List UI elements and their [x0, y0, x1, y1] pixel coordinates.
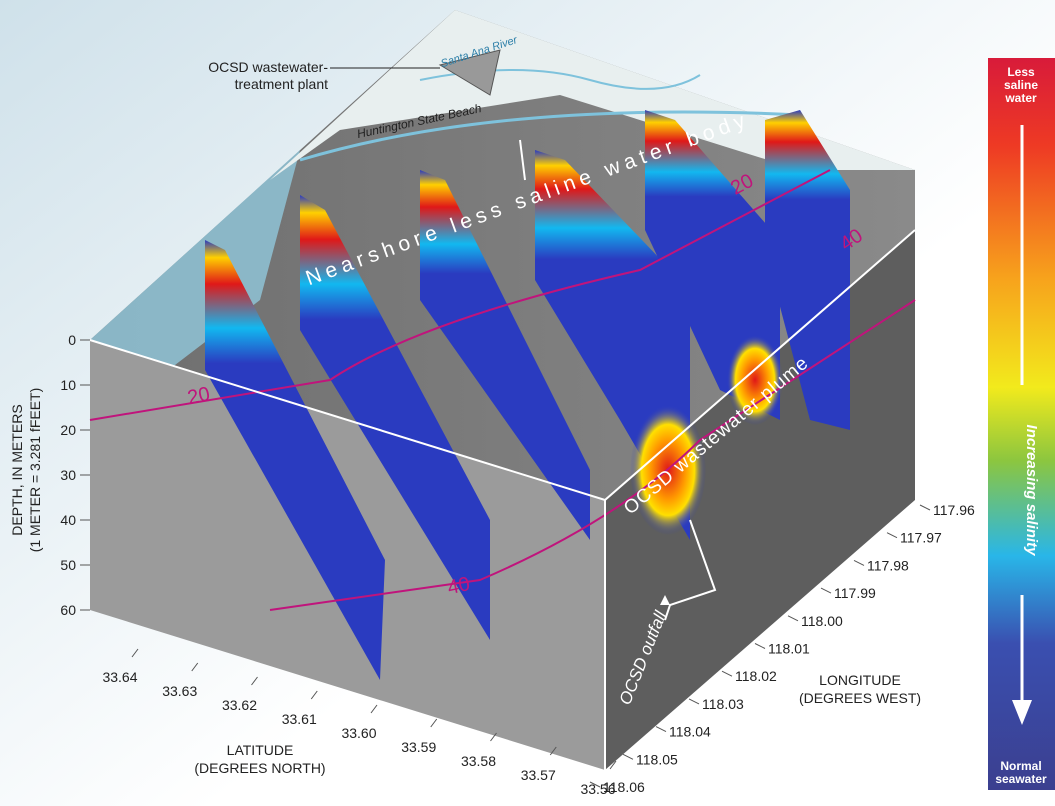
salinity-section: [420, 170, 590, 540]
tick: [688, 698, 700, 705]
tick-label: 33.64: [102, 669, 137, 685]
tick: [131, 648, 139, 658]
legend-label: seawater: [995, 772, 1047, 786]
axis-title: (DEGREES NORTH): [194, 760, 325, 776]
tick-label: 33.62: [222, 697, 257, 713]
tick-label: 117.96: [933, 502, 975, 518]
axis-title: (DEGREES WEST): [799, 690, 921, 706]
tick-label: 33.63: [162, 683, 197, 699]
tick: [549, 746, 557, 756]
axis-title: LONGITUDE: [819, 672, 901, 688]
tick: [787, 615, 799, 622]
tick-label: 117.97: [900, 530, 942, 546]
pointer: [519, 139, 526, 181]
tick-label: 30: [60, 467, 76, 483]
tick-label: 118.00: [801, 613, 843, 629]
tick: [370, 704, 378, 714]
tick-label: 50: [60, 557, 76, 573]
axis-title: LATITUDE: [227, 742, 294, 758]
legend-label: water: [1004, 91, 1037, 105]
tick: [721, 670, 733, 677]
tick-label: 118.03: [702, 696, 744, 712]
tick-label: 118.01: [768, 641, 810, 657]
callout: treatment plant: [235, 76, 328, 92]
axis-title: (1 METER = 3.281 fFEET): [27, 388, 43, 553]
tick: [853, 559, 865, 566]
contour-label: 20: [186, 383, 212, 409]
arrowhead: [660, 595, 670, 605]
tick: [919, 504, 931, 511]
tick-label: 10: [60, 377, 76, 393]
coastline: [299, 110, 801, 162]
tick-label: 20: [60, 422, 76, 438]
axis-title: DEPTH, IN METERS: [9, 404, 25, 535]
tick-label: 0: [68, 332, 76, 348]
tick-label: 60: [60, 602, 76, 618]
tick-label: 117.98: [867, 557, 909, 573]
salinity-section: [205, 240, 385, 680]
tick: [251, 676, 258, 686]
salinity-section: [765, 110, 850, 430]
legend-label: Normal: [1000, 759, 1041, 773]
callout: OCSD wastewater-: [208, 59, 328, 75]
legend-label: Increasing salinity: [1023, 425, 1040, 557]
tick: [310, 690, 318, 700]
tick-label: 118.06: [603, 779, 645, 795]
shoreline-land: [270, 10, 915, 180]
tick: [609, 760, 617, 770]
tick-label: 33.58: [461, 753, 496, 769]
tick: [622, 753, 634, 760]
tick-label: 118.04: [669, 724, 711, 740]
contour-line: [89, 169, 831, 421]
tick-label: 40: [60, 512, 76, 528]
tick: [191, 662, 199, 672]
tick: [589, 781, 601, 788]
tick-label: 118.02: [735, 668, 777, 684]
tick-label: 118.05: [636, 751, 678, 767]
legend-arrow: [1012, 700, 1032, 725]
plant-site: [438, 49, 501, 96]
pointer: [664, 519, 717, 621]
tick-label: 117.99: [834, 585, 876, 601]
tick-label: 33.60: [341, 725, 376, 741]
contour-label: 40: [446, 573, 472, 599]
tick: [754, 643, 766, 649]
legend-label: Less: [1007, 65, 1035, 79]
tick-label: 33.56: [580, 781, 615, 797]
tick: [655, 726, 667, 733]
salinity-section: [300, 195, 490, 640]
tick-label: 33.61: [282, 711, 317, 727]
legend-label: saline: [1004, 78, 1038, 92]
tick: [490, 732, 497, 742]
tick-label: 33.59: [401, 739, 436, 755]
tick-label: 33.57: [521, 767, 556, 783]
tick: [886, 532, 898, 539]
tick: [430, 718, 438, 728]
tick: [820, 587, 832, 594]
